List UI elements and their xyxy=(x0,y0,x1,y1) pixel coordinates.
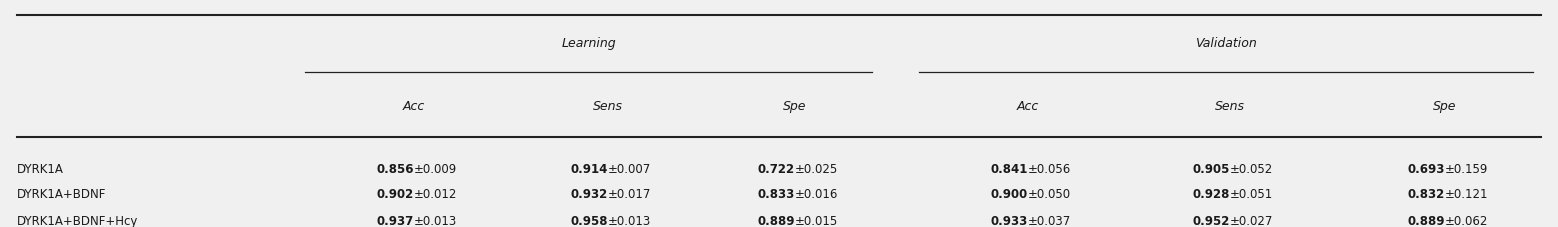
Text: 0.914: 0.914 xyxy=(570,162,608,175)
Text: 0.722: 0.722 xyxy=(757,162,795,175)
Text: 0.928: 0.928 xyxy=(1192,187,1229,200)
Text: Acc: Acc xyxy=(402,99,425,112)
Text: ±0.012: ±0.012 xyxy=(413,187,456,200)
Text: ±0.025: ±0.025 xyxy=(795,162,838,175)
Text: Spe: Spe xyxy=(782,99,807,112)
Text: 0.958: 0.958 xyxy=(570,214,608,227)
Text: 0.856: 0.856 xyxy=(375,162,413,175)
Text: ±0.017: ±0.017 xyxy=(608,187,651,200)
Text: DYRK1A+BDNF: DYRK1A+BDNF xyxy=(17,187,106,200)
Text: ±0.007: ±0.007 xyxy=(608,162,651,175)
Text: 0.902: 0.902 xyxy=(377,187,413,200)
Text: 0.937: 0.937 xyxy=(377,214,413,227)
Text: ±0.015: ±0.015 xyxy=(795,214,838,227)
Text: ±0.013: ±0.013 xyxy=(608,214,651,227)
Text: Sens: Sens xyxy=(1215,99,1245,112)
Text: 0.833: 0.833 xyxy=(757,187,795,200)
Text: Validation: Validation xyxy=(1195,37,1257,50)
Text: ±0.009: ±0.009 xyxy=(413,162,456,175)
Text: ±0.062: ±0.062 xyxy=(1444,214,1488,227)
Text: ±0.037: ±0.037 xyxy=(1028,214,1070,227)
Text: ±0.052: ±0.052 xyxy=(1229,162,1273,175)
Text: ±0.159: ±0.159 xyxy=(1444,162,1488,175)
Text: 0.832: 0.832 xyxy=(1407,187,1444,200)
Text: 0.889: 0.889 xyxy=(1407,214,1444,227)
Text: 0.952: 0.952 xyxy=(1192,214,1229,227)
Text: ±0.121: ±0.121 xyxy=(1444,187,1488,200)
Text: 0.693: 0.693 xyxy=(1407,162,1444,175)
Text: 0.932: 0.932 xyxy=(570,187,608,200)
Text: ±0.013: ±0.013 xyxy=(413,214,456,227)
Text: Acc: Acc xyxy=(1017,99,1039,112)
Text: 0.889: 0.889 xyxy=(757,214,795,227)
Text: 0.905: 0.905 xyxy=(1192,162,1229,175)
Text: ±0.027: ±0.027 xyxy=(1229,214,1273,227)
Text: 0.841: 0.841 xyxy=(991,162,1028,175)
Text: 0.900: 0.900 xyxy=(991,187,1028,200)
Text: ±0.050: ±0.050 xyxy=(1028,187,1070,200)
Text: ±0.016: ±0.016 xyxy=(795,187,838,200)
Text: 0.933: 0.933 xyxy=(991,214,1028,227)
Text: DYRK1A+BDNF+Hcy: DYRK1A+BDNF+Hcy xyxy=(17,214,139,227)
Text: Spe: Spe xyxy=(1433,99,1457,112)
Text: DYRK1A: DYRK1A xyxy=(17,162,64,175)
Text: ±0.051: ±0.051 xyxy=(1229,187,1273,200)
Text: ±0.056: ±0.056 xyxy=(1028,162,1070,175)
Text: Sens: Sens xyxy=(594,99,623,112)
Text: Learning: Learning xyxy=(561,37,615,50)
